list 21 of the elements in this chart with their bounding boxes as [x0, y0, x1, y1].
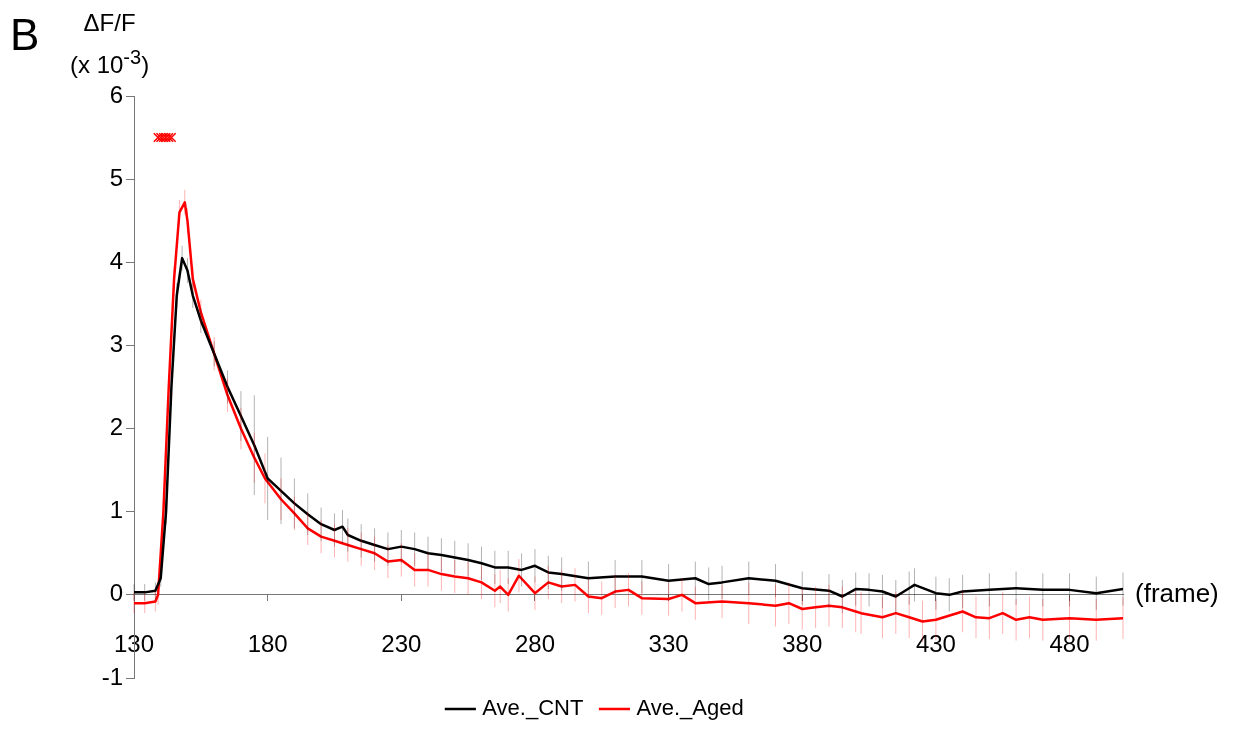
y-tick-label: 4 — [109, 246, 123, 274]
text: B — [10, 10, 40, 60]
legend-label: Ave._Aged — [636, 695, 744, 721]
x-tick-label: 180 — [247, 629, 288, 657]
y-tick-label: 6 — [109, 80, 123, 108]
legend-label: Ave._CNT — [482, 695, 584, 721]
x-axis-title: (frame) — [1135, 577, 1219, 609]
y-tick-label: 5 — [109, 163, 123, 191]
x-tick-label: 480 — [1049, 629, 1090, 657]
y-axis-title: ΔF/F (x 10$^{-3}$) — [70, 8, 150, 80]
y-tick-label: 0 — [109, 579, 123, 607]
x-tick-label: 430 — [915, 629, 956, 657]
x-tick-label: 230 — [381, 629, 422, 657]
x-tick-label: 280 — [514, 629, 555, 657]
y-tick-label: 3 — [109, 330, 123, 358]
x-tick-label: 330 — [648, 629, 689, 657]
y-tick-label: 2 — [109, 413, 123, 441]
x-tick-label: 130 — [113, 629, 155, 657]
y-tick-label: -1 — [101, 662, 123, 690]
x-tick-label: 380 — [782, 629, 823, 657]
y-tick-label: 1 — [109, 496, 123, 524]
